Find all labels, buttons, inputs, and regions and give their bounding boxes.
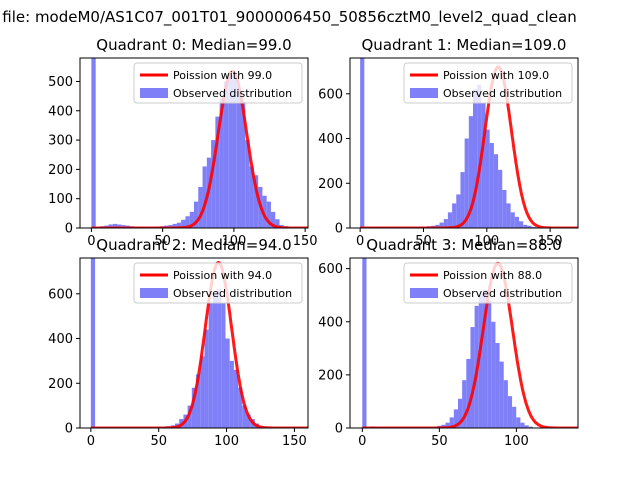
subplot-title: Quadrant 3: Median=88.0	[366, 236, 561, 254]
hist-bar	[466, 359, 470, 428]
y-tick-label: 200	[48, 377, 73, 392]
subplot-title: Quadrant 2: Median=94.0	[96, 236, 291, 254]
hist-bar	[230, 361, 234, 428]
y-tick-label: 200	[318, 368, 343, 383]
hist-bar	[494, 154, 498, 228]
legend-observed-swatch	[410, 88, 438, 98]
hist-bar	[498, 170, 502, 228]
x-tick-label: 0	[87, 434, 95, 449]
legend-observed-label: Observed distribution	[443, 87, 562, 100]
hist-bar	[91, 258, 95, 428]
hist-bar	[487, 301, 491, 429]
hist-bar	[209, 303, 213, 428]
subplot-3: 0 50 100 0 200 400 600 Quadrant 3: Median=88.0 P…	[318, 236, 578, 449]
legend-poisson-label: Poission with 99.0	[173, 69, 272, 82]
y-tick-label: 0	[65, 222, 73, 237]
y-tick-label: 400	[318, 315, 343, 330]
hist-bar	[456, 194, 460, 228]
hist-bar	[516, 417, 520, 428]
hist-bar	[452, 203, 456, 228]
hist-bar	[217, 289, 221, 428]
legend-observed-label: Observed distribution	[443, 287, 562, 300]
y-tick-label: 400	[48, 104, 73, 119]
y-tick-label: 0	[65, 422, 73, 437]
hist-bar	[519, 221, 523, 228]
subplot-2: 0 50 100 150 0 200 400 600 Quadrant 2: Median=94…	[48, 236, 308, 449]
hist-bar	[91, 58, 95, 228]
hist-bar	[460, 172, 464, 228]
hist-bar	[506, 203, 510, 228]
legend-observed-swatch	[410, 288, 438, 298]
legend-observed-label: Observed distribution	[173, 87, 292, 100]
subplot-title: Quadrant 0: Median=99.0	[96, 36, 291, 54]
figure-suptitle: n file: modeM0/AS1C07_001T01_9000006450_…	[0, 8, 640, 26]
hist-bar	[198, 187, 202, 228]
hist-bar	[520, 423, 524, 428]
hist-bar	[511, 212, 515, 228]
hist-bar	[473, 89, 477, 228]
x-tick-label: 0	[356, 234, 364, 249]
y-tick-label: 0	[335, 422, 343, 437]
legend-poisson-label: Poission with 94.0	[173, 269, 272, 282]
hist-bar	[500, 362, 504, 428]
hist-bar	[504, 380, 508, 428]
hist-bar	[213, 294, 217, 428]
x-tick-label: 100	[214, 434, 239, 449]
legend-poisson-label: Poission with 88.0	[443, 269, 542, 282]
hist-bar	[515, 217, 519, 228]
legend-poisson-label: Poission with 109.0	[443, 69, 549, 82]
legend-observed-swatch	[140, 88, 168, 98]
hist-bar	[508, 396, 512, 428]
hist-bar	[362, 258, 366, 428]
hist-bar	[448, 212, 452, 228]
x-tick-label: 50	[431, 434, 448, 449]
hist-bar	[237, 87, 241, 228]
y-tick-label: 600	[318, 87, 343, 102]
y-tick-label: 200	[48, 163, 73, 178]
x-tick-label: 100	[504, 434, 529, 449]
y-tick-label: 600	[48, 287, 73, 302]
hist-bar	[470, 327, 474, 428]
hist-bar	[486, 130, 490, 228]
y-tick-label: 400	[48, 332, 73, 347]
hist-bar	[502, 190, 506, 228]
hist-bar	[360, 58, 364, 228]
hist-bar	[490, 143, 494, 228]
x-tick-label: 150	[282, 434, 307, 449]
hist-bar	[512, 407, 516, 428]
hist-bar	[491, 322, 495, 428]
hist-bar	[221, 303, 225, 428]
y-tick-label: 500	[48, 75, 73, 90]
y-tick-label: 300	[48, 134, 73, 149]
y-tick-label: 100	[48, 192, 73, 207]
y-tick-label: 600	[318, 262, 343, 277]
hist-bar	[225, 339, 229, 428]
y-tick-label: 200	[318, 177, 343, 192]
y-tick-label: 0	[335, 222, 343, 237]
legend-observed-swatch	[140, 288, 168, 298]
x-tick-label: 50	[150, 434, 167, 449]
legend-observed-label: Observed distribution	[173, 287, 292, 300]
hist-bar	[204, 330, 208, 428]
x-tick-label: 0	[87, 234, 95, 249]
y-tick-label: 400	[318, 132, 343, 147]
subplot-title: Quadrant 1: Median=109.0	[362, 36, 567, 54]
x-tick-label: 0	[358, 434, 366, 449]
hist-bar	[495, 343, 499, 428]
x-tick-label: 150	[293, 234, 318, 249]
